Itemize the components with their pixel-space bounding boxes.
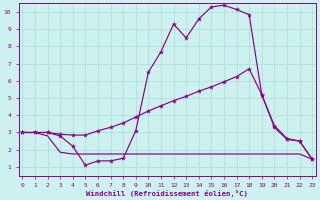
X-axis label: Windchill (Refroidissement éolien,°C): Windchill (Refroidissement éolien,°C) [86, 190, 248, 197]
